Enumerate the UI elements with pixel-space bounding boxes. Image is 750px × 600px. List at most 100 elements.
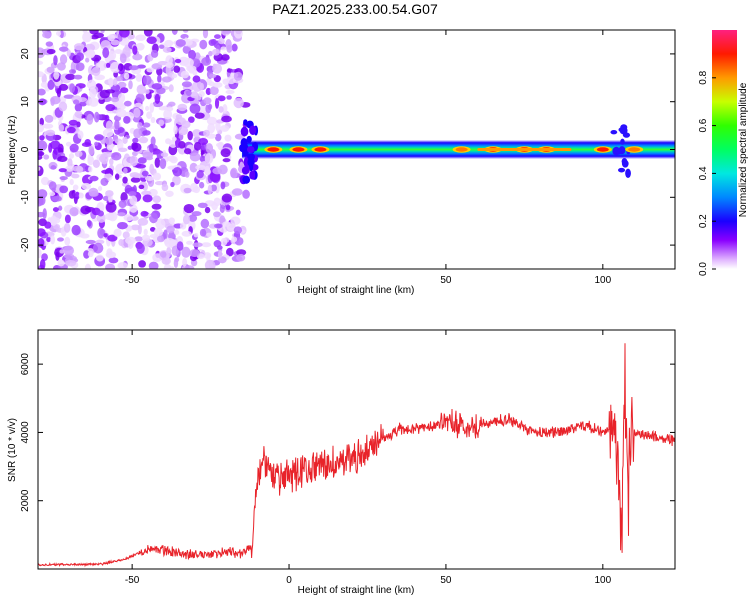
noise-blob	[86, 79, 97, 90]
noise-blob	[213, 82, 223, 88]
noise-blob	[171, 30, 178, 36]
noise-blob	[154, 181, 165, 186]
burst-blob	[610, 129, 618, 135]
noise-blob	[168, 84, 174, 93]
noise-blob	[164, 39, 174, 47]
noise-speckle	[38, 30, 251, 269]
noise-blob	[220, 46, 227, 51]
noise-blob	[102, 47, 110, 59]
noise-blob	[192, 75, 201, 83]
colorbar-tick-label: 0.8	[698, 70, 709, 84]
noise-blob	[165, 62, 174, 68]
noise-blob	[183, 57, 194, 68]
noise-blob	[222, 221, 231, 227]
noise-blob	[104, 263, 116, 269]
noise-blob	[59, 249, 65, 254]
noise-blob	[198, 90, 205, 98]
noise-blob	[142, 151, 154, 159]
noise-blob	[141, 190, 152, 196]
noise-blob	[105, 62, 111, 68]
noise-blob	[208, 39, 216, 46]
noise-blob	[71, 173, 80, 179]
noise-blob	[188, 49, 196, 60]
noise-blob	[149, 212, 158, 224]
noise-blob	[199, 155, 206, 163]
noise-blob	[197, 202, 208, 209]
noise-blob	[87, 156, 95, 166]
noise-blob	[111, 152, 122, 161]
noise-blob	[162, 46, 172, 53]
noise-blob	[168, 217, 175, 224]
noise-blob	[104, 114, 110, 122]
noise-blob	[213, 211, 221, 218]
noise-blob	[225, 204, 231, 211]
snr-y-label: SNR (10 * v/v)	[7, 418, 18, 482]
noise-blob	[233, 226, 243, 235]
noise-blob	[38, 151, 45, 157]
noise-blob	[162, 76, 172, 83]
noise-blob	[188, 116, 195, 123]
x-tick-label: 0	[286, 275, 292, 286]
noise-blob	[203, 97, 212, 105]
noise-blob	[172, 166, 183, 177]
noise-blob	[83, 51, 93, 56]
noise-blob	[133, 107, 141, 118]
noise-blob	[84, 138, 91, 146]
noise-blob	[99, 89, 110, 99]
noise-blob	[86, 219, 92, 227]
noise-blob	[72, 184, 79, 191]
noise-blob	[242, 189, 250, 199]
noise-blob	[143, 228, 148, 236]
colorbar-tick-label: 0.2	[698, 214, 709, 228]
noise-blob	[220, 237, 228, 246]
noise-blob	[151, 83, 163, 90]
noise-blob	[209, 86, 219, 96]
noise-blob	[105, 251, 117, 259]
noise-blob	[214, 98, 220, 109]
noise-blob	[172, 136, 177, 142]
noise-blob	[58, 46, 69, 52]
noise-blob	[163, 229, 168, 241]
noise-blob	[189, 103, 201, 114]
noise-blob	[39, 135, 45, 141]
noise-blob	[68, 119, 78, 126]
noise-blob	[156, 235, 165, 243]
noise-blob	[206, 77, 212, 86]
colorbar-tick-label: 0.0	[698, 262, 709, 276]
onset-blob	[246, 135, 252, 143]
noise-blob	[173, 229, 180, 235]
figure-title: PAZ1.2025.233.00.54.G07	[272, 1, 438, 17]
noise-blob	[133, 128, 142, 139]
noise-blob	[74, 110, 83, 118]
noise-blob	[88, 145, 95, 156]
noise-blob	[107, 34, 115, 42]
noise-blob	[82, 30, 88, 34]
colorbar-tick-label: 0.4	[698, 166, 709, 180]
noise-blob	[135, 73, 143, 82]
noise-blob	[137, 218, 149, 226]
noise-blob	[221, 193, 233, 203]
noise-blob	[74, 191, 80, 200]
noise-blob	[123, 72, 130, 80]
noise-blob	[148, 188, 158, 197]
noise-blob	[231, 236, 238, 243]
noise-blob	[40, 176, 50, 186]
noise-blob	[181, 81, 193, 88]
noise-blob	[105, 104, 116, 112]
spectrogram-x-label: Height of straight line (km)	[298, 285, 415, 296]
noise-blob	[59, 54, 68, 65]
noise-blob	[149, 143, 154, 153]
noise-blob	[83, 250, 90, 259]
noise-blob	[189, 152, 201, 162]
noise-blob	[112, 78, 118, 86]
noise-blob	[146, 67, 155, 73]
noise-blob	[105, 190, 114, 197]
noise-blob	[132, 173, 144, 179]
noise-blob	[182, 214, 191, 225]
noise-blob	[104, 212, 115, 221]
noise-blob	[67, 158, 73, 168]
x-tick-label: 100	[594, 275, 611, 286]
noise-blob	[116, 221, 128, 230]
hot-spot	[455, 147, 468, 152]
